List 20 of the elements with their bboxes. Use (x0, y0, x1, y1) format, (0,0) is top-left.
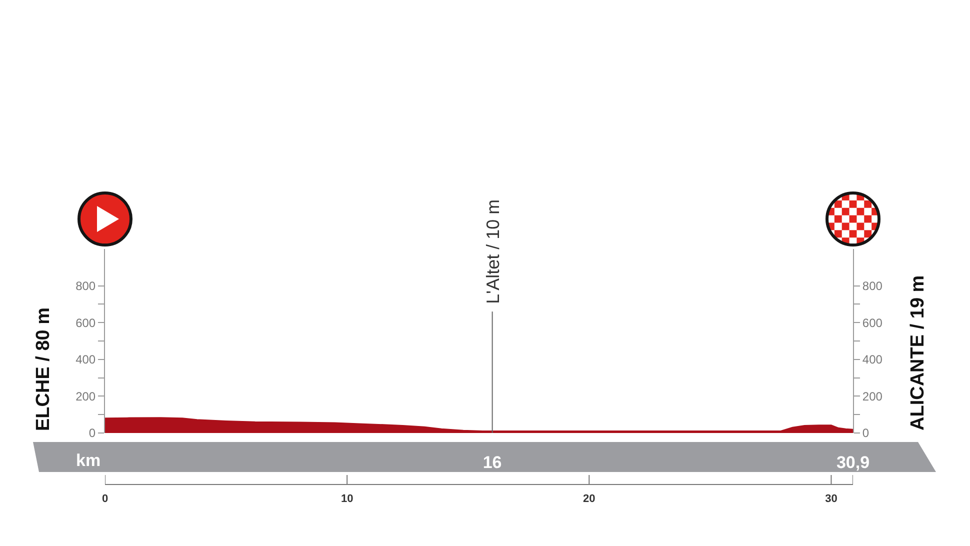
x2-tick-label: 30,9 (836, 453, 870, 472)
y2-tick-label: 800 (862, 279, 883, 293)
y-tick-label: 400 (76, 352, 96, 367)
y-tick-label: 200 (76, 389, 96, 404)
y-axis-title: ELCHE / 80 m (33, 307, 54, 431)
x-tick-label: 20 (583, 493, 596, 506)
y2-axis-title: ALICANTE / 19 m (908, 275, 928, 430)
y2-tick-label: 600 (862, 316, 883, 330)
y-tick-label: 800 (76, 279, 96, 293)
x2-tick-label: 16 (482, 453, 502, 472)
y-tick-label: 0 (88, 426, 96, 440)
x-tick-label: 0 (102, 493, 108, 506)
y-tick-label: 600 (76, 316, 96, 330)
y2-tick-label: 400 (862, 352, 883, 367)
x2-axis-title: km (76, 451, 101, 470)
y2-tick-label: 0 (862, 426, 870, 440)
x-tick-label: 30 (825, 493, 838, 506)
y2-tick-label: 200 (862, 389, 883, 404)
ref-line-label: L'Altet / 10 m (482, 199, 503, 304)
x-tick-label: 10 (340, 493, 354, 506)
